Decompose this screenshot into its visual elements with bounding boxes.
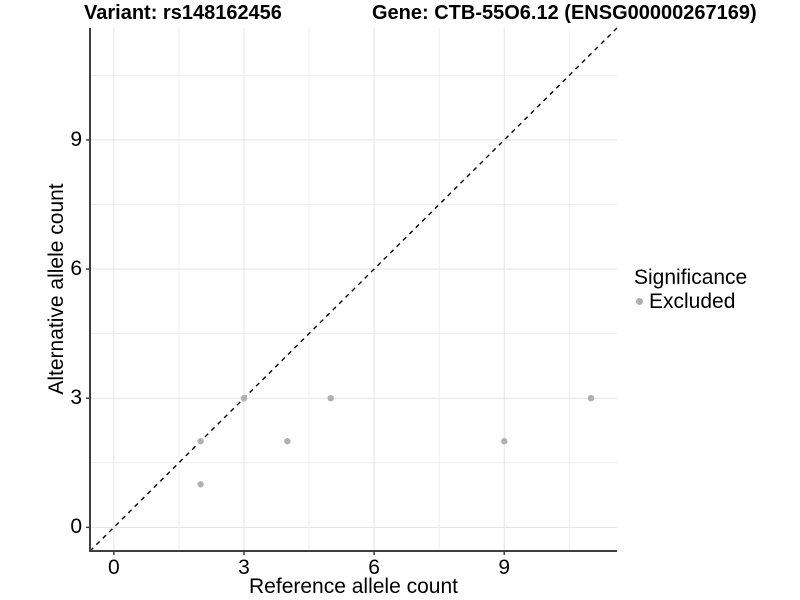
data-point <box>197 481 204 488</box>
legend: Significance Excluded <box>634 266 747 313</box>
x-tick-label: 6 <box>368 556 380 579</box>
x-axis-title: Reference allele count <box>249 575 458 598</box>
data-point <box>587 394 595 402</box>
variant-title: Variant: rs148162456 <box>84 2 282 24</box>
y-tick-label: 0 <box>70 515 82 539</box>
data-point <box>197 438 204 445</box>
data-point <box>501 438 508 445</box>
x-tick-label: 9 <box>498 556 511 579</box>
y-tick-label: 3 <box>70 386 82 410</box>
legend-point-icon <box>636 298 643 305</box>
data-point <box>240 394 248 402</box>
identity-line <box>89 27 618 552</box>
x-tick-label: 3 <box>238 556 250 579</box>
legend-title: Significance <box>634 266 748 289</box>
y-tick-label: 9 <box>70 127 82 151</box>
data-point <box>284 438 291 445</box>
y-axis-title: Alternative allele count <box>45 183 68 395</box>
legend-item-label: Excluded <box>649 290 736 313</box>
y-tick-label: 6 <box>70 257 82 281</box>
x-tick-label: 0 <box>108 556 120 579</box>
gene-title: Gene: CTB-55O6.12 (ENSG00000267169) <box>372 2 757 24</box>
legend-item-excluded: Excluded <box>634 290 747 313</box>
data-point <box>327 394 334 402</box>
